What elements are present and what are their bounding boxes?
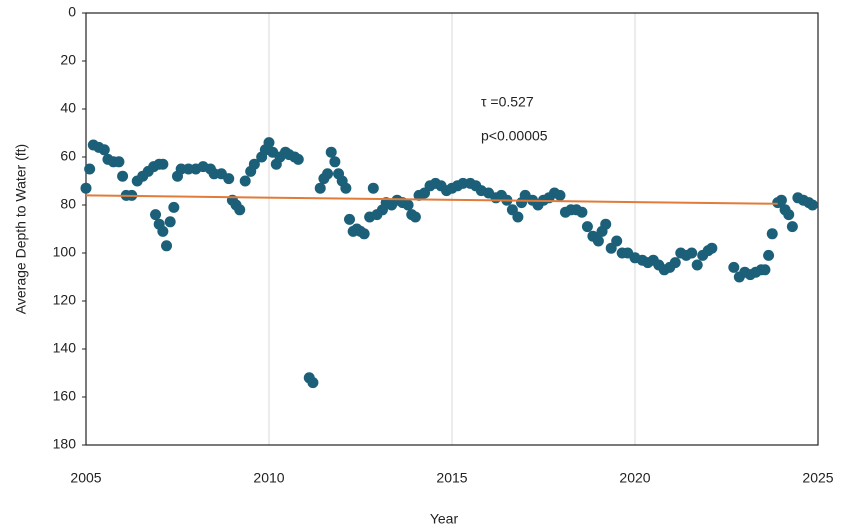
y-axis-title: Average Depth to Water (ft) [13,144,29,314]
y-tick-label: 100 [53,244,77,260]
data-point [157,225,169,237]
data-point [314,182,326,194]
x-tick-label: 2020 [619,470,650,486]
y-tick-label: 160 [53,388,77,404]
data-point [611,235,623,247]
y-tick-label: 120 [53,292,77,308]
data-point [766,228,778,240]
data-point [786,221,798,233]
data-point [706,242,718,254]
x-tick-label: 2015 [436,470,467,486]
data-point [292,153,304,165]
data-point [161,240,173,252]
data-point [150,209,162,221]
data-point [113,156,125,168]
data-point [554,189,566,201]
trend-line [85,194,778,205]
data-point [80,182,92,194]
data-point [409,211,421,223]
data-point [248,158,260,170]
y-tick-label: 180 [53,436,77,452]
y-tick-label: 60 [60,148,76,164]
x-tick-label: 2025 [802,470,833,486]
data-point [307,377,319,389]
data-point [117,170,129,182]
data-point [581,221,593,233]
data-point [84,163,96,175]
data-point [576,206,588,218]
data-point [239,175,251,187]
data-point [325,146,337,158]
data-point [592,235,604,247]
y-tick-label: 40 [60,100,76,116]
data-point [763,249,775,261]
data-point [512,211,524,223]
data-point [98,144,110,156]
y-tick-label: 140 [53,340,77,356]
data-point [164,216,176,228]
data-point [807,199,819,211]
data-point [600,218,612,230]
y-tick-label: 20 [60,52,76,68]
data-point [234,204,246,216]
data-point [759,264,771,276]
data-point [358,228,370,240]
data-point [223,173,235,185]
data-point [263,137,275,149]
data-point [691,259,703,271]
annotation: p<0.00005 [481,128,548,144]
data-point [157,158,169,170]
data-point [783,209,795,221]
data-point [168,201,180,213]
x-axis-title: Year [430,511,459,527]
plot-frame [85,12,819,446]
data-point [669,257,681,269]
data-point [344,213,356,225]
x-tick-label: 2010 [253,470,284,486]
data-point [340,182,352,194]
data-point [686,247,698,259]
data-point [728,261,740,273]
data-point [775,194,787,206]
x-tick-label: 2005 [70,470,101,486]
annotation: τ =0.527 [481,94,534,110]
data-point [402,199,414,211]
data-point [329,156,341,168]
data-point [322,168,334,180]
data-point [367,182,379,194]
y-tick-label: 0 [68,4,76,20]
y-tick-label: 80 [60,196,76,212]
